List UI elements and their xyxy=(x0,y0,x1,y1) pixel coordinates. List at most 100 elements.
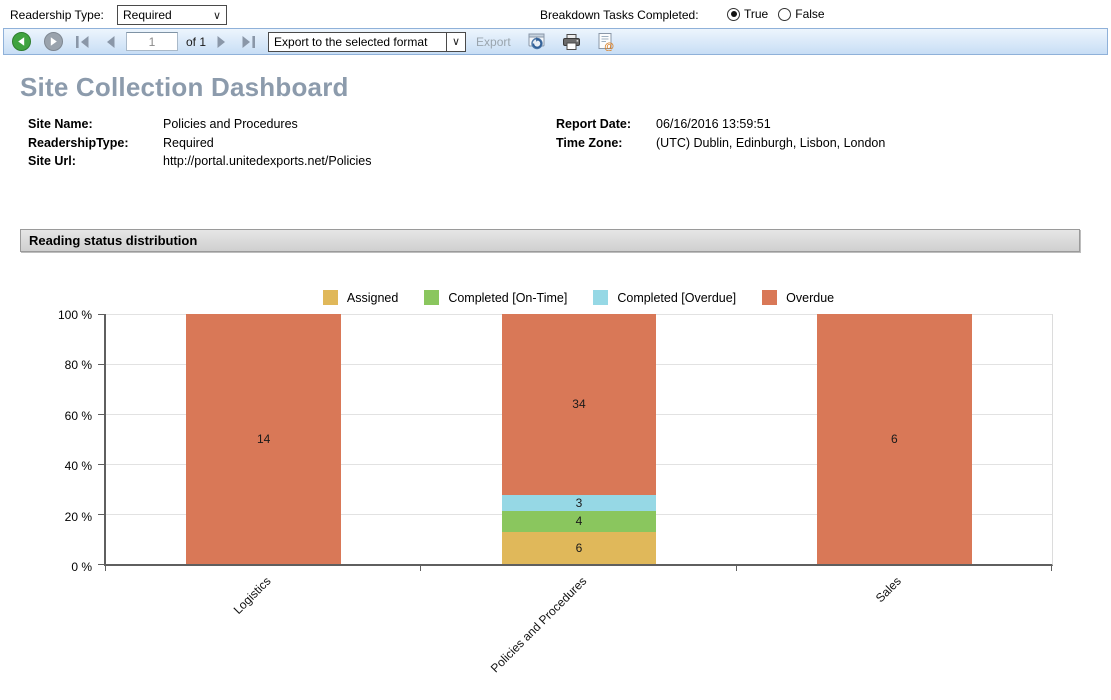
radio-true[interactable]: True xyxy=(727,7,768,21)
y-axis-tick xyxy=(98,514,104,515)
chart-plot: 14 Logistics 6 4 3 34 Policies and Procedures 6… xyxy=(98,314,1053,675)
refresh-button[interactable] xyxy=(527,32,547,51)
y-axis-tick-label: 20 % xyxy=(64,509,92,524)
report-info-right: Report Date: 06/16/2016 13:59:51 Time Zo… xyxy=(556,115,885,152)
legend-item: Completed [Overdue] xyxy=(593,290,736,305)
refresh-icon xyxy=(528,33,545,50)
x-axis-tick xyxy=(1051,566,1052,571)
chart-slots: 14 Logistics 6 4 3 34 Policies and Procedures 6… xyxy=(106,314,1052,675)
legend-label: Completed [On-Time] xyxy=(448,290,568,305)
time-zone-label: Time Zone: xyxy=(556,135,623,150)
print-button[interactable] xyxy=(562,33,581,51)
legend-swatch xyxy=(593,290,609,305)
y-axis-tick xyxy=(98,464,104,465)
bar-segment: 34 xyxy=(501,314,657,495)
y-axis-tick xyxy=(98,414,104,415)
report-date-value: 06/16/2016 13:59:51 xyxy=(656,117,771,132)
chart-category-slot: 6 Sales xyxy=(737,314,1052,605)
x-axis-tick xyxy=(105,566,106,571)
readership-type-label: Readership Type: xyxy=(10,8,104,22)
legend-label: Assigned xyxy=(346,290,399,305)
first-page-button[interactable] xyxy=(75,35,91,49)
y-axis-tick-label: 100 % xyxy=(57,308,92,322)
legend-swatch xyxy=(762,290,778,305)
chart-category-slot: 14 Logistics xyxy=(106,314,421,617)
chart-legend: Assigned Completed [On-Time] Completed [Ov… xyxy=(104,290,1053,305)
site-url-label: Site Url: xyxy=(28,154,76,169)
y-axis-tick xyxy=(98,564,104,565)
page-title: Site Collection Dashboard xyxy=(20,72,349,102)
info-row-report-date: Report Date: 06/16/2016 13:59:51 xyxy=(556,115,885,134)
y-axis-tick-label: 0 % xyxy=(71,560,92,574)
bar-segment: 6 xyxy=(817,314,972,564)
bar-value-label: 6 xyxy=(575,541,583,556)
readership-type-field-label: ReadershipType: xyxy=(28,135,129,150)
y-axis-tick xyxy=(98,364,104,365)
next-page-button[interactable] xyxy=(216,35,228,49)
site-name-label: Site Name: xyxy=(28,117,93,132)
legend-item: Overdue xyxy=(762,290,834,305)
section-header: Reading status distribution xyxy=(20,229,1080,252)
legend-label: Completed [Overdue] xyxy=(617,290,737,305)
bar-value-label: 34 xyxy=(572,397,586,412)
legend-item: Completed [On-Time] xyxy=(424,290,567,305)
legend-label: Overdue xyxy=(786,290,835,305)
export-button[interactable]: Export xyxy=(476,34,511,49)
previous-page-button[interactable] xyxy=(104,35,116,49)
last-page-button[interactable] xyxy=(240,35,256,49)
export-format-selected-value: Export to the selected format xyxy=(274,34,428,49)
radio-false[interactable]: False xyxy=(778,7,825,21)
svg-text:@: @ xyxy=(604,41,614,51)
back-icon xyxy=(12,32,31,51)
pager-controls xyxy=(75,35,116,49)
pager-controls-right xyxy=(216,35,256,49)
next-page-icon xyxy=(217,35,226,48)
x-axis-category-label: Policies and Procedures xyxy=(487,574,589,676)
stacked-bar: 14 xyxy=(186,314,341,564)
bar-value-label: 3 xyxy=(575,495,583,510)
bar-segment: 4 xyxy=(501,510,657,533)
bar-segment: 6 xyxy=(501,532,657,564)
bar-segment: 14 xyxy=(186,314,341,564)
bar-value-label: 4 xyxy=(575,514,583,529)
export-format-select[interactable]: Export to the selected format ∨ xyxy=(268,31,467,52)
forward-button[interactable] xyxy=(44,32,63,51)
parameter-bar: Readership Type: Required ∨ Breakdown Ta… xyxy=(0,0,1111,28)
previous-page-icon xyxy=(107,35,115,48)
toolbar-icons: @ xyxy=(527,32,615,51)
readership-type-field-value: Required xyxy=(163,135,214,150)
y-axis-tick-label: 60 % xyxy=(64,408,92,423)
time-zone-value: (UTC) Dublin, Edinburgh, Lisbon, London xyxy=(656,135,886,150)
back-button[interactable] xyxy=(12,32,31,51)
radio-false-icon[interactable] xyxy=(778,7,792,21)
radio-false-label: False xyxy=(795,7,825,21)
chart-body: 0 % 20 % 40 % 60 % 80 % 100 % 14 Logistics 6 4 3 3… xyxy=(20,308,1053,675)
x-axis-tick xyxy=(735,566,737,571)
data-feed-button[interactable]: @ xyxy=(596,32,615,51)
legend-swatch xyxy=(322,290,338,305)
chevron-down-icon: ∨ xyxy=(212,9,221,22)
bar-segment: 3 xyxy=(501,494,657,511)
bar-value-label: 14 xyxy=(256,432,271,446)
breakdown-tasks-label: Breakdown Tasks Completed: xyxy=(540,8,699,22)
chart-category-slot: 6 4 3 34 Policies and Procedures xyxy=(421,314,736,675)
page-number-input[interactable] xyxy=(126,32,178,51)
first-page-icon xyxy=(76,35,89,48)
info-row-site-name: Site Name: Policies and Procedures xyxy=(28,115,1111,134)
radio-true-icon[interactable] xyxy=(727,7,740,21)
reading-status-chart: Assigned Completed [On-Time] Completed [Ov… xyxy=(20,290,1053,675)
data-feed-icon: @ xyxy=(598,33,614,51)
legend-swatch xyxy=(424,290,440,305)
legend-item: Assigned xyxy=(322,290,399,305)
site-url-value: http://portal.unitedexports.net/Policies xyxy=(163,154,372,169)
report-info-left: Site Name: Policies and Procedures Reade… xyxy=(28,115,1111,171)
chart-y-axis: 0 % 20 % 40 % 60 % 80 % 100 % xyxy=(20,308,104,574)
page-count-label: of 1 xyxy=(186,34,207,49)
site-name-value: Policies and Procedures xyxy=(163,117,298,132)
last-page-icon xyxy=(242,35,256,48)
info-row-site-url: Site Url: http://portal.unitedexports.ne… xyxy=(28,152,1111,171)
readership-type-select[interactable]: Required ∨ xyxy=(117,5,227,25)
radio-true-label: True xyxy=(744,7,769,21)
chevron-down-icon: ∨ xyxy=(445,32,465,51)
stacked-bar: 6 4 3 34 xyxy=(501,314,657,564)
